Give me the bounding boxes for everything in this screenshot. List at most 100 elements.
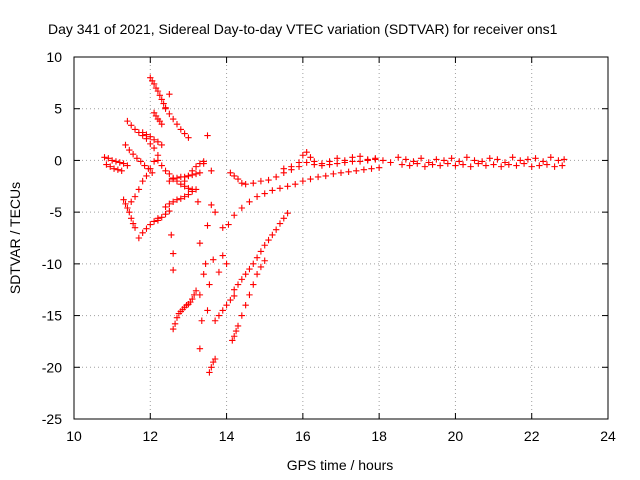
- data-point: [158, 162, 165, 169]
- data-point: [219, 252, 226, 259]
- data-point: [231, 286, 238, 293]
- data-point: [131, 126, 139, 133]
- series-arc-x: [280, 148, 568, 172]
- data-point: [341, 157, 349, 164]
- data-point: [532, 155, 539, 162]
- data-point: [364, 156, 371, 163]
- data-point: [459, 161, 467, 168]
- data-point: [292, 181, 299, 188]
- data-point: [162, 211, 169, 218]
- x-tick-label: 24: [600, 428, 616, 444]
- data-point: [158, 96, 165, 103]
- data-point: [234, 322, 242, 330]
- data-point: [311, 158, 318, 165]
- series-arc-d: [124, 117, 158, 152]
- data-point: [148, 169, 156, 177]
- series-arc-h: [135, 215, 162, 242]
- data-point: [154, 157, 162, 164]
- data-point: [154, 217, 162, 224]
- data-point: [231, 333, 238, 340]
- data-point: [467, 163, 474, 170]
- series-arc-p: [169, 287, 200, 333]
- data-point: [150, 136, 158, 143]
- data-point: [276, 185, 284, 192]
- data-point: [436, 162, 444, 169]
- data-point: [185, 134, 192, 141]
- data-point: [242, 181, 249, 188]
- data-point: [135, 186, 143, 193]
- data-point: [185, 172, 192, 180]
- data-point: [307, 175, 314, 183]
- data-point: [105, 155, 112, 162]
- data-point: [181, 177, 188, 185]
- data-point: [118, 167, 125, 174]
- data-point: [147, 165, 154, 172]
- data-point: [200, 160, 207, 167]
- data-point: [318, 160, 326, 167]
- y-tick-label: -5: [50, 204, 63, 220]
- data-point: [192, 163, 200, 170]
- data-point: [112, 158, 120, 165]
- data-point: [196, 345, 204, 352]
- data-point: [425, 159, 432, 166]
- data-point: [154, 138, 162, 146]
- y-tick-label: -25: [42, 411, 62, 427]
- data-point: [200, 271, 207, 278]
- data-point: [206, 281, 213, 288]
- series-arc-b: [103, 161, 125, 174]
- data-point: [202, 260, 209, 268]
- data-point: [246, 198, 253, 205]
- series-arc-r: [206, 355, 219, 376]
- data-point: [444, 160, 451, 167]
- data-point: [379, 157, 387, 164]
- data-point: [101, 154, 108, 161]
- axis-ticks: [73, 56, 609, 420]
- data-point: [204, 307, 211, 314]
- y-axis-label: SDTVAR / TECUs: [7, 182, 23, 294]
- series-arc-a: [101, 154, 131, 169]
- data-point: [143, 172, 150, 180]
- data-point: [189, 188, 196, 195]
- data-point: [238, 276, 246, 283]
- chart-title: Day 341 of 2021, Sidereal Day-to-day VTE…: [48, 21, 558, 37]
- data-point: [147, 133, 154, 140]
- data-point: [280, 165, 287, 172]
- data-point: [360, 166, 368, 173]
- data-point: [215, 312, 223, 319]
- data-point: [505, 161, 513, 168]
- data-point: [231, 212, 238, 219]
- data-point: [250, 281, 257, 288]
- series-arc-m: [162, 188, 196, 211]
- data-point: [395, 154, 402, 161]
- series-arc-e: [139, 129, 165, 149]
- data-point: [356, 153, 364, 160]
- y-tick-label: 5: [54, 101, 62, 117]
- data-point: [150, 80, 158, 88]
- data-point: [173, 121, 181, 128]
- data-point: [421, 163, 429, 170]
- data-point: [185, 185, 192, 192]
- data-point: [171, 320, 179, 328]
- data-point: [517, 157, 524, 164]
- data-point: [137, 158, 144, 165]
- series-arc-f: [120, 196, 139, 231]
- data-point: [333, 155, 341, 162]
- data-point: [158, 121, 165, 128]
- data-point: [231, 172, 238, 180]
- data-point: [120, 160, 127, 167]
- data-point: [156, 92, 164, 99]
- data-point: [349, 154, 356, 161]
- x-tick-label: 16: [295, 428, 311, 444]
- data-point: [166, 177, 173, 185]
- data-point: [272, 226, 280, 233]
- data-point: [133, 155, 141, 162]
- data-point: [539, 158, 547, 165]
- data-point: [129, 220, 137, 227]
- data-point: [387, 159, 394, 166]
- data-points: [101, 74, 568, 376]
- data-point: [490, 161, 497, 168]
- data-point: [211, 208, 219, 216]
- data-point: [211, 355, 219, 363]
- data-point: [272, 173, 280, 181]
